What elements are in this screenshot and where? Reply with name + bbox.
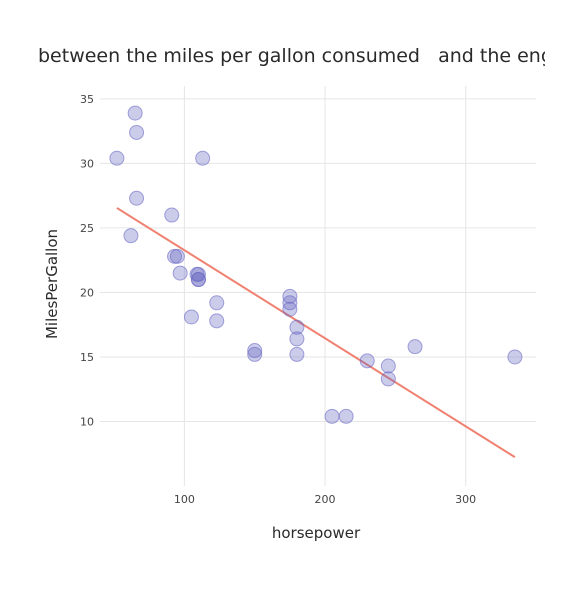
x-tick-label: 300 [455, 493, 476, 506]
data-point [123, 228, 139, 244]
data-point [282, 288, 298, 304]
data-point [129, 124, 145, 140]
data-point [195, 150, 211, 166]
data-point [338, 408, 354, 424]
data-point [164, 207, 180, 223]
data-point [129, 190, 145, 206]
data-point [289, 331, 305, 347]
data-point [380, 371, 396, 387]
tick-labels: 10 15 20 25 30 35 100 200 300 [80, 93, 476, 506]
data-points [109, 105, 523, 424]
data-point [190, 272, 206, 288]
y-tick-label: 35 [80, 93, 94, 106]
data-point [127, 105, 143, 121]
chart-title: between the miles per gallon consumed an… [38, 45, 582, 67]
data-point [282, 295, 298, 311]
y-tick-label: 25 [80, 222, 94, 235]
data-point [407, 339, 423, 355]
data-point [189, 266, 205, 282]
data-point [380, 358, 396, 374]
gridlines [100, 86, 536, 486]
y-tick-label: 10 [80, 415, 94, 428]
data-point [109, 150, 125, 166]
data-point [247, 346, 263, 362]
data-point [282, 301, 298, 317]
data-point [507, 349, 523, 365]
data-point [183, 309, 199, 325]
x-tick-label: 100 [174, 493, 195, 506]
data-point [209, 313, 225, 329]
y-tick-label: 20 [80, 286, 94, 299]
regression-line [116, 207, 516, 458]
regression-line-layer [116, 207, 516, 458]
data-point [289, 319, 305, 335]
data-point [324, 408, 340, 424]
data-point [289, 346, 305, 362]
y-tick-label: 15 [80, 351, 94, 364]
data-point [359, 353, 375, 369]
data-point [247, 343, 263, 359]
data-point [209, 295, 225, 311]
x-axis-title: horsepower [272, 524, 361, 542]
x-tick-label: 200 [315, 493, 336, 506]
data-point [169, 248, 185, 264]
y-tick-label: 30 [80, 157, 94, 170]
data-point [172, 265, 188, 281]
y-axis-title: MilesPerGallon [43, 229, 61, 339]
